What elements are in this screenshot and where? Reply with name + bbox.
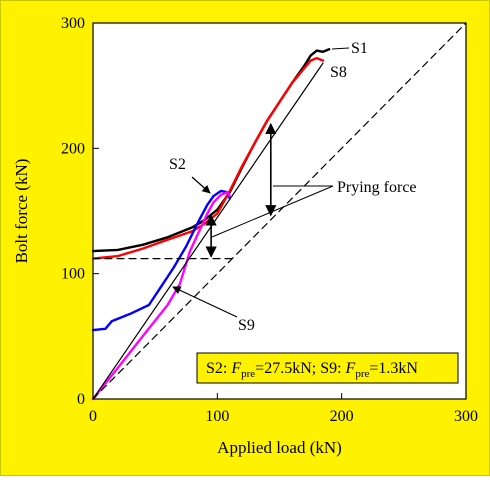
- legend-box: [196, 352, 459, 384]
- legend-s2-name: S2:: [206, 360, 231, 377]
- series-s8-line: [91, 56, 325, 260]
- dashed-reference-line-5: [92, 22, 467, 400]
- legend-text: S2: Fpre=27.5kN; S9: Fpre=1.3kN: [206, 360, 418, 380]
- series-s2-line: [91, 189, 232, 332]
- x-tick-label: 0: [89, 408, 97, 425]
- x-tick-label: 200: [330, 408, 354, 425]
- s9-leader-arrow: [172, 286, 238, 318]
- label-s1: S1: [351, 40, 368, 57]
- legend-f-sub-2: pre: [355, 368, 369, 380]
- label-s9: S9: [238, 317, 255, 334]
- ticks-layer: 00 100 100 200 200 300 300: [61, 15, 478, 425]
- y-tick-label: 300: [61, 15, 85, 32]
- legend-s2-value: =27.5kN; S9:: [255, 360, 345, 377]
- y-tick-label: 200: [61, 140, 85, 157]
- y-tick-label: 0: [77, 391, 85, 408]
- s2-leader-arrow: [191, 176, 211, 194]
- prying-force-label: Prying force: [337, 179, 417, 196]
- legend-f-symbol: F: [230, 360, 241, 377]
- legend-f-symbol-2: F: [345, 360, 356, 377]
- label-s2: S2: [169, 156, 186, 173]
- legend-s9-value: =1.3kN: [369, 360, 418, 377]
- label-s8: S8: [330, 64, 347, 81]
- s1-leader: [331, 47, 350, 50]
- x-tick-label: 300: [454, 408, 478, 425]
- series-s9-line: [91, 190, 232, 401]
- x-tick-label: 100: [205, 408, 229, 425]
- y-tick-label: 100: [61, 266, 85, 283]
- x-axis-label: Applied load (kN): [217, 438, 342, 457]
- legend-f-sub: pre: [241, 368, 255, 380]
- prying-pointer-1: [211, 185, 334, 238]
- y-axis-label: Bolt force (kN): [12, 159, 31, 264]
